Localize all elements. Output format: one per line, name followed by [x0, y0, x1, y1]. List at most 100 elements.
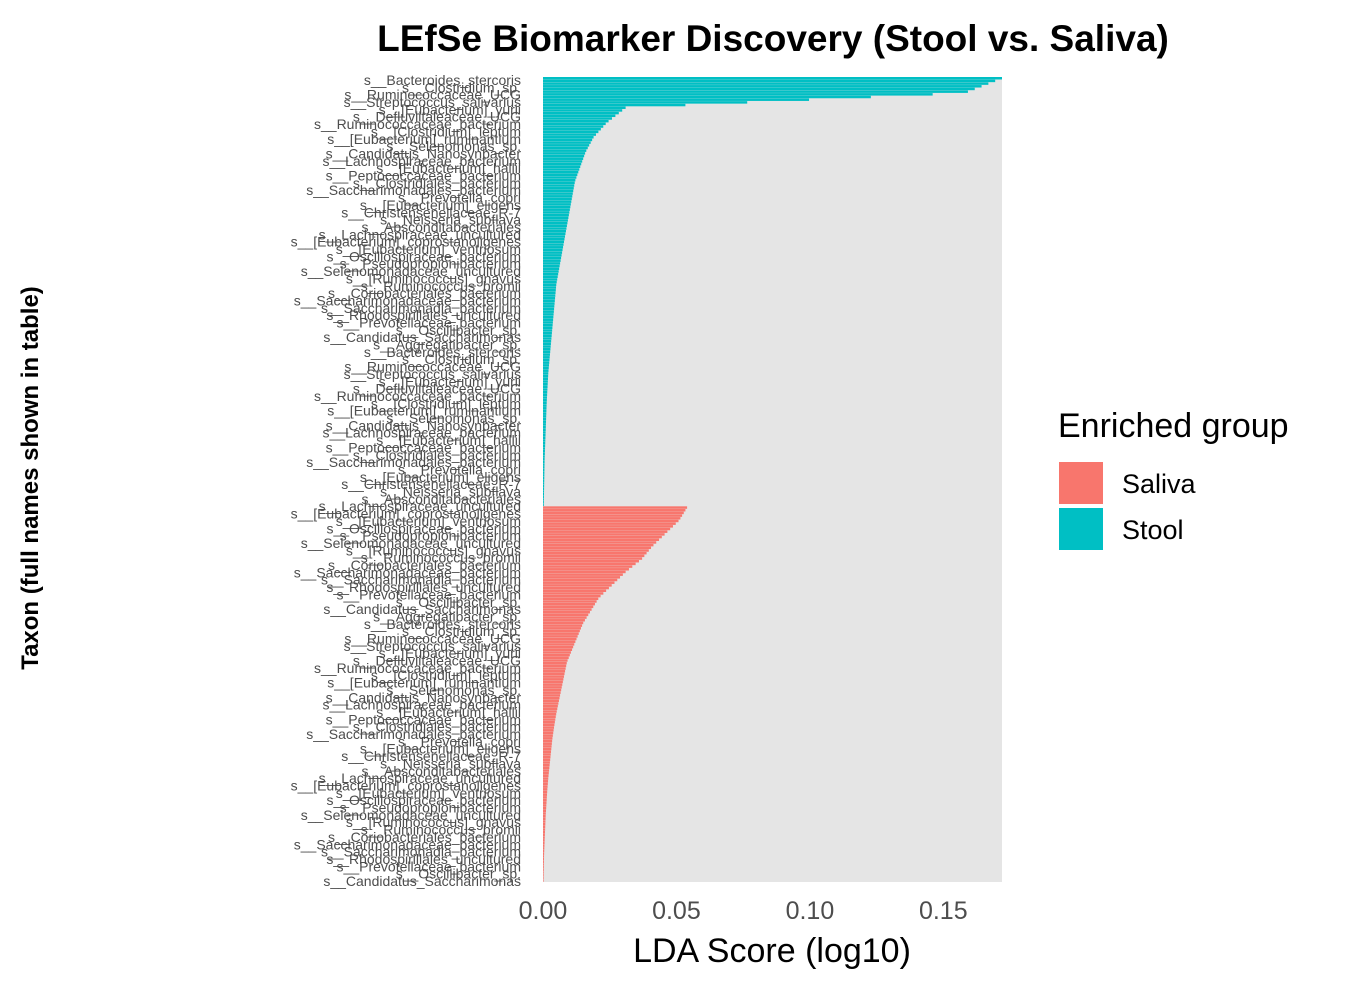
taxon-label: s__Absconditabacteriales — [361, 491, 521, 507]
x-tick-label: 0.15 — [919, 897, 968, 925]
bar-stool-71 — [543, 267, 560, 270]
taxon-label: s__Selenomonadaceae_uncultured — [301, 535, 521, 551]
bar-saliva-288 — [543, 849, 545, 853]
bar-saliva-213 — [543, 648, 573, 652]
bar-stool-100 — [543, 345, 551, 348]
taxon-label: s__[Eubacterium]_yurii — [379, 101, 521, 117]
bar-saliva-214 — [543, 651, 571, 654]
legend: Enriched group Saliva Stool — [1058, 407, 1289, 550]
bar-saliva-276 — [543, 817, 546, 821]
taxon-label: s__Clostridium_sp. — [402, 351, 521, 367]
taxon-label: s__[Eubacterium]_eligens — [360, 197, 521, 213]
bar-stool-89 — [543, 315, 554, 319]
taxon-label: s__Saccharimonadales_bacterium — [306, 726, 521, 742]
taxon-label: s__Peptococcaceae_bacterium — [326, 439, 521, 455]
bar-stool-151 — [543, 482, 545, 485]
bar-saliva-253 — [543, 755, 551, 759]
bar-stool-124 — [543, 409, 547, 413]
bar-saliva-293 — [543, 863, 544, 866]
bar-stool-103 — [543, 353, 550, 356]
bar-saliva-197 — [543, 605, 594, 609]
bar-saliva-262 — [543, 780, 549, 783]
taxon-label: s__Lachnospiraceae_uncultured — [319, 770, 521, 786]
bar-saliva-270 — [543, 801, 547, 804]
bar-saliva-283 — [543, 836, 545, 839]
bar-saliva-225 — [543, 680, 563, 684]
taxon-label: s__[Clostridium]_leptum — [371, 123, 521, 139]
bar-stool-105 — [543, 358, 550, 362]
bar-saliva-278 — [543, 822, 546, 826]
taxon-label: s__Bacteroides_stercoris — [364, 344, 521, 360]
taxon-label: s__Christensenellaceae_R-7 — [341, 476, 521, 492]
bar-saliva-203 — [543, 621, 584, 625]
bar-saliva-170 — [543, 533, 665, 536]
bar-saliva-234 — [543, 704, 558, 708]
taxon-label: s__Clostridium_sp. — [402, 623, 521, 639]
taxon-label: s__[Eubacterium]_coprostanoligenes — [291, 506, 521, 522]
taxon-label: s__Ruminococcaceae_bacterium — [314, 660, 521, 676]
bar-stool-77 — [543, 283, 557, 287]
bar-stool-95 — [543, 331, 552, 335]
bar-stool-18 — [543, 125, 604, 128]
bar-stool-149 — [543, 476, 545, 480]
bar-stool-54 — [543, 221, 568, 225]
bar-saliva-247 — [543, 739, 553, 743]
bar-saliva-236 — [543, 710, 557, 713]
bar-saliva-267 — [543, 793, 548, 796]
bar-stool-78 — [543, 286, 557, 289]
bar-stool-92 — [543, 323, 553, 327]
taxon-label: s__Selenomonas_sp. — [386, 682, 521, 698]
bar-saliva-241 — [543, 723, 555, 727]
bar-stool-154 — [543, 490, 545, 493]
bar-saliva-198 — [543, 608, 592, 611]
bar-stool-27 — [543, 149, 587, 152]
taxon-label: s__Streptococcus_salivarius — [344, 94, 521, 110]
taxon-label: s__Ruminococcaceae_UCG — [344, 631, 521, 647]
taxon-label: s__[Eubacterium]_hallii — [376, 704, 521, 720]
taxon-label: s__Defluviitaleaceae_UCG — [353, 109, 521, 125]
bar-stool-39 — [543, 181, 575, 185]
taxon-label: s__Selenomonas_sp. — [386, 410, 521, 426]
bar-saliva-235 — [543, 707, 558, 711]
taxon-label: s__Christensenellaceae_R-7 — [341, 748, 521, 764]
taxon-label: s__Pseudopropionibacterium — [340, 528, 521, 544]
bar-saliva-182 — [543, 565, 633, 568]
bar-stool-156 — [543, 495, 544, 499]
bar-saliva-228 — [543, 688, 562, 692]
bar-stool-40 — [543, 184, 575, 187]
bar-saliva-295 — [543, 868, 544, 872]
taxon-label: s__Rhodospirillales_uncultured — [326, 307, 521, 323]
bar-stool-66 — [543, 254, 562, 257]
bar-stool-8 — [543, 98, 810, 101]
bar-stool-14 — [543, 114, 616, 118]
bar-saliva-231 — [543, 696, 560, 700]
bar-saliva-229 — [543, 691, 561, 694]
taxon-label: s__[Eubacterium]_ventriosum — [336, 785, 521, 801]
bar-stool-81 — [543, 294, 556, 297]
bar-saliva-299 — [543, 879, 544, 882]
bar-saliva-166 — [543, 522, 676, 525]
bar-stool-114 — [543, 382, 548, 386]
taxon-label: s__Clostridiales_bacterium — [353, 175, 521, 191]
bar-stool-35 — [543, 170, 579, 174]
bar-stool-97 — [543, 337, 552, 340]
bar-saliva-172 — [543, 538, 660, 541]
legend-label-saliva: Saliva — [1122, 469, 1197, 499]
taxon-label: s__Candidatus_Saccharimonas — [323, 873, 521, 889]
bar-saliva-187 — [543, 578, 618, 582]
taxon-label: s__Peptococcaceae_bacterium — [326, 168, 521, 184]
taxon-label: s__Candidatus_Saccharimonas — [323, 601, 521, 617]
bar-stool-59 — [543, 235, 565, 238]
bar-saliva-199 — [543, 610, 590, 614]
bar-saliva-210 — [543, 640, 576, 643]
bar-stool-76 — [543, 280, 557, 284]
bar-stool-113 — [543, 380, 548, 383]
bar-stool-38 — [543, 178, 576, 182]
bar-stool-80 — [543, 291, 556, 295]
taxon-label: s__[Ruminococcus]_gnavus — [346, 542, 521, 558]
bar-saliva-223 — [543, 675, 564, 678]
bar-stool-102 — [543, 350, 551, 354]
taxon-label: s__Rhodospirillales_uncultured — [326, 851, 521, 867]
bar-saliva-175 — [543, 546, 652, 550]
taxon-label: s__Lachnospiraceae_bacterium — [323, 425, 521, 441]
